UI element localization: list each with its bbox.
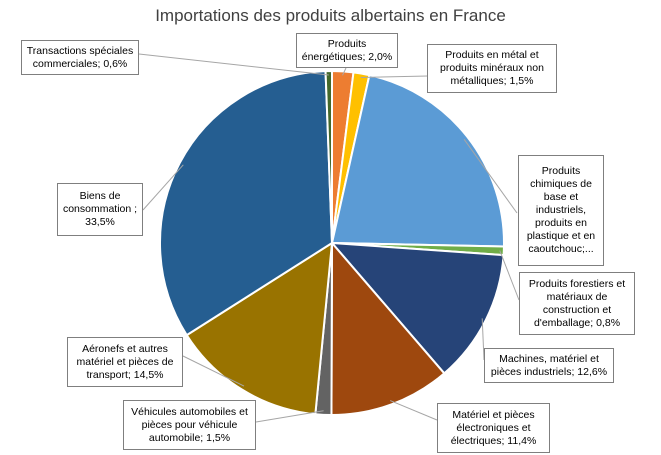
data-label-transactions: Transactions spéciales commerciales; 0,6…: [21, 40, 139, 75]
leader-line-9: [138, 53, 329, 76]
data-label-metal-mineraux: Produits en métal et produits minéraux n…: [427, 44, 557, 93]
data-label-aeronefs: Aéronefs et autres matériel et pièces de…: [67, 337, 183, 387]
pie-slice-2: [330, 73, 505, 248]
data-label-electroniques: Matériel et pièces électroniques et élec…: [437, 403, 550, 453]
data-label-machines: Machines, matériel et pièces industriels…: [484, 348, 614, 383]
data-label-energetiques: Produits énergétiques; 2,0%: [296, 33, 398, 68]
leader-line-6: [255, 410, 324, 423]
data-label-forestiers: Produits forestiers et matériaux de cons…: [519, 272, 635, 335]
pie-slice-8: [159, 70, 334, 337]
leader-line-8: [142, 164, 184, 211]
data-label-chimiques: Produits chimiques de base et industriel…: [518, 155, 604, 266]
leader-line-7: [182, 355, 245, 387]
pie-slice-9: [324, 69, 333, 244]
pie-slice-5: [330, 240, 446, 417]
chart-title: Importations des produits albertains en …: [155, 6, 506, 25]
data-label-consommation: Biens de consommation ; 33,5%: [57, 183, 143, 236]
pie-slice-4: [329, 241, 505, 375]
pie-slice-7: [185, 241, 334, 416]
leader-line-2: [463, 139, 518, 214]
data-label-vehicules: Véhicules automobiles et pièces pour véh…: [123, 400, 256, 450]
leader-line-1: [360, 75, 429, 78]
leader-line-3: [499, 250, 520, 301]
leader-line-5: [390, 400, 438, 421]
leader-line-0: [342, 67, 347, 76]
leader-line-4: [481, 318, 485, 361]
